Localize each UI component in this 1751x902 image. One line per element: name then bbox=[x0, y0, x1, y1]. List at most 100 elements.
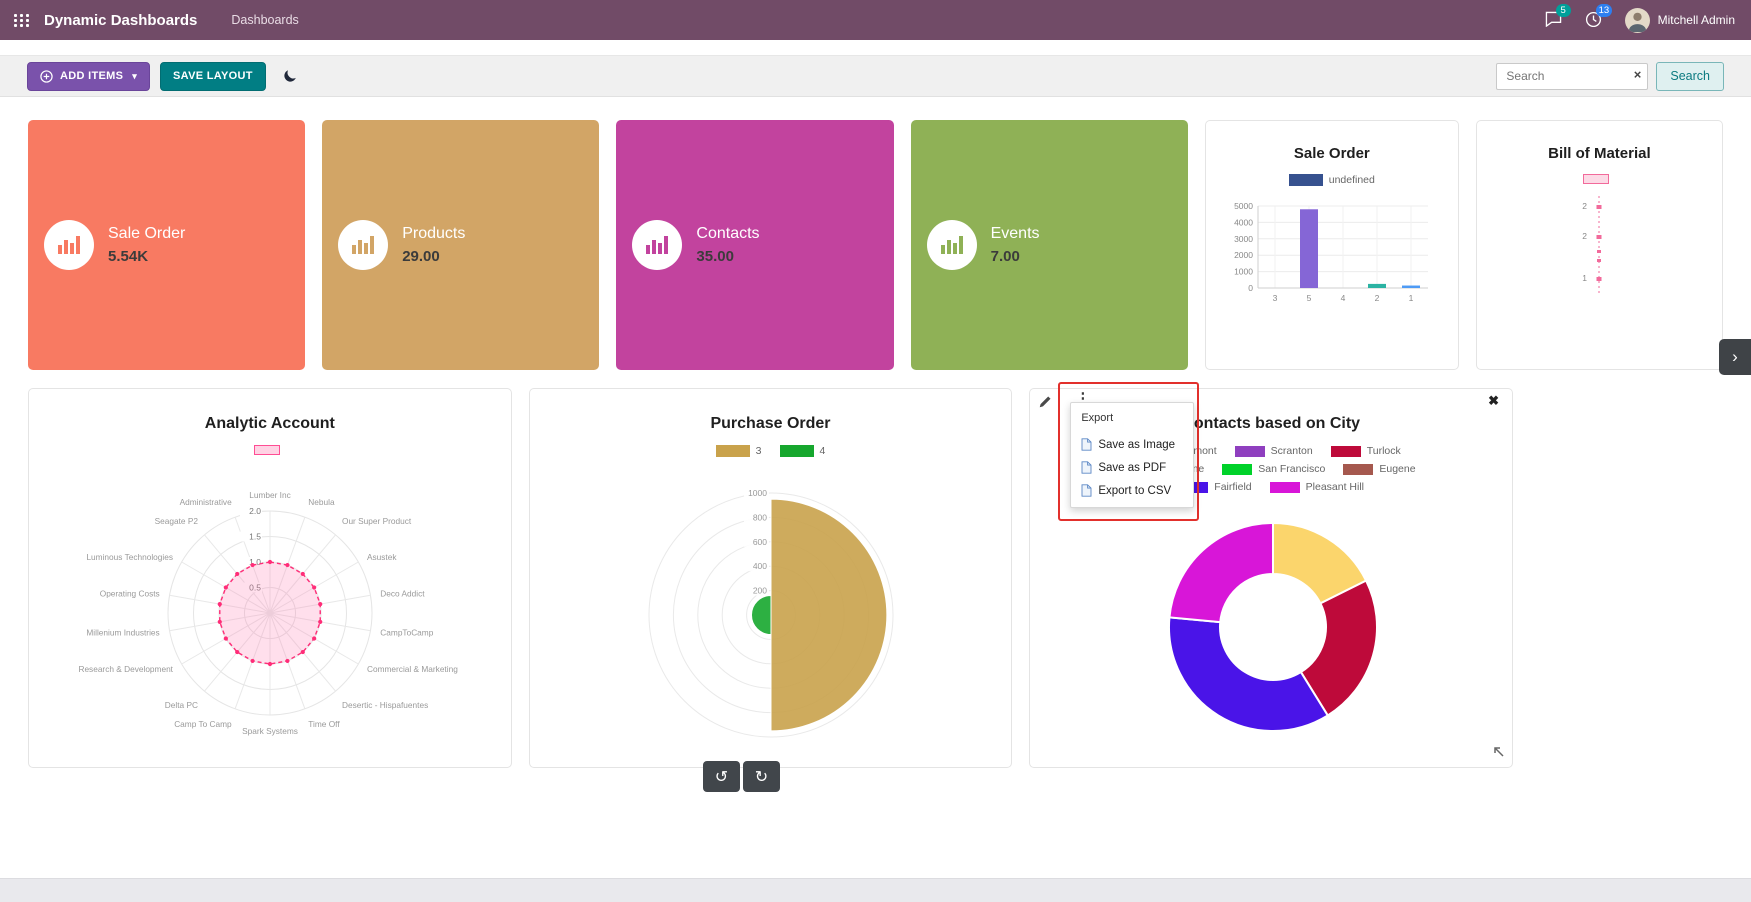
edit-block-button[interactable] bbox=[1039, 395, 1052, 412]
menu-item-label: Save as PDF bbox=[1098, 461, 1167, 474]
tile-value: 7.00 bbox=[990, 248, 1020, 265]
export-menu-title: Export bbox=[1081, 412, 1114, 424]
legend-swatch bbox=[779, 445, 814, 457]
svg-text:600: 600 bbox=[752, 537, 766, 547]
contacts-city-chart-card: ⋮ ✖ Export Save as Image Save as PDF Ex bbox=[1029, 382, 1514, 768]
svg-text:1: 1 bbox=[1408, 293, 1413, 303]
legend-item[interactable]: undefined bbox=[1288, 174, 1375, 186]
svg-text:Research & Development: Research & Development bbox=[78, 664, 173, 674]
legend-row bbox=[253, 445, 286, 455]
svg-text:3000: 3000 bbox=[1234, 234, 1253, 244]
legend-item[interactable]: Turlock bbox=[1330, 445, 1401, 457]
activities-badge: 13 bbox=[1595, 4, 1613, 17]
tile-value: 29.00 bbox=[402, 248, 440, 265]
svg-text:Nebula: Nebula bbox=[308, 497, 335, 507]
chevron-right-icon: › bbox=[1732, 347, 1738, 366]
svg-text:Asustek: Asustek bbox=[367, 552, 397, 562]
activities-button[interactable]: 13 bbox=[1585, 4, 1613, 29]
svg-text:400: 400 bbox=[752, 561, 766, 571]
svg-text:5: 5 bbox=[1306, 293, 1311, 303]
svg-text:2: 2 bbox=[1583, 231, 1588, 241]
chart-title: Analytic Account bbox=[204, 415, 335, 432]
svg-text:Millenium Industries: Millenium Industries bbox=[86, 627, 159, 637]
clear-search-icon[interactable]: × bbox=[1633, 66, 1642, 82]
chart-title: Sale Order bbox=[1293, 145, 1370, 162]
legend-swatch bbox=[1583, 174, 1610, 184]
tile-sale-order[interactable]: Sale Order 5.54K bbox=[28, 120, 306, 370]
close-block-button[interactable]: ✖ bbox=[1488, 393, 1500, 408]
legend-item[interactable]: 4 bbox=[779, 445, 826, 457]
legend-row bbox=[1583, 174, 1615, 184]
search-input[interactable] bbox=[1496, 62, 1649, 90]
messages-button[interactable]: 5 bbox=[1545, 4, 1571, 29]
legend-label: undefined bbox=[1328, 174, 1375, 186]
resize-handle[interactable] bbox=[1491, 744, 1506, 763]
menu-dashboards[interactable]: Dashboards bbox=[231, 13, 299, 27]
circle-plus-icon bbox=[40, 69, 53, 83]
bar-chart-icon bbox=[632, 220, 683, 270]
tile-text: Sale Order 5.54K bbox=[108, 225, 185, 265]
legend-item[interactable]: Eugene bbox=[1343, 463, 1416, 475]
tile-contacts[interactable]: Contacts 35.00 bbox=[616, 120, 894, 370]
legend-item[interactable]: 3 bbox=[715, 445, 762, 457]
legend-swatch bbox=[1222, 463, 1253, 475]
svg-text:Lumber Inc: Lumber Inc bbox=[249, 490, 291, 500]
svg-text:800: 800 bbox=[752, 512, 766, 522]
undo-icon: ↺ bbox=[714, 768, 729, 786]
add-items-button[interactable]: ADD ITEMS ▾ bbox=[27, 61, 151, 91]
legend-item[interactable]: Pleasant Hill bbox=[1269, 481, 1365, 493]
tile-title: Sale Order bbox=[108, 225, 186, 242]
contacts-city-doughnut-chart bbox=[1168, 521, 1379, 732]
user-menu[interactable]: Mitchell Admin bbox=[1624, 7, 1735, 33]
charts-row: Analytic Account Lumber Inc Nebula Our Sup… bbox=[28, 382, 1514, 768]
kpi-row: Sale Order 5.54K Products 29.00 Contacts… bbox=[28, 120, 1724, 370]
legend-label: Turlock bbox=[1366, 445, 1401, 457]
chart-legend bbox=[253, 445, 286, 455]
tile-events[interactable]: Events 7.00 bbox=[910, 120, 1188, 370]
apps-grid-icon[interactable] bbox=[14, 13, 30, 27]
sidebar-toggle-tab[interactable]: › bbox=[1719, 339, 1751, 375]
avatar bbox=[1624, 7, 1650, 33]
redo-button[interactable]: ↻ bbox=[743, 761, 780, 792]
svg-text:2: 2 bbox=[1374, 293, 1379, 303]
save-layout-button[interactable]: SAVE LAYOUT bbox=[160, 61, 266, 91]
user-name: Mitchell Admin bbox=[1657, 13, 1735, 27]
svg-text:200: 200 bbox=[752, 586, 766, 596]
legend-item[interactable]: San Francisco bbox=[1222, 463, 1325, 475]
analytic-account-chart-card: Analytic Account Lumber Inc Nebula Our Sup… bbox=[28, 388, 512, 768]
legend-swatch bbox=[715, 445, 750, 457]
legend-item[interactable] bbox=[1583, 174, 1615, 184]
tile-text: Contacts 35.00 bbox=[696, 225, 759, 265]
history-controls: ↺ ↻ bbox=[703, 761, 780, 792]
menu-item-save-as-image[interactable]: Save as Image bbox=[1071, 433, 1193, 456]
search-button[interactable]: Search bbox=[1656, 61, 1724, 91]
undo-button[interactable]: ↺ bbox=[703, 761, 740, 792]
tile-value: 5.54K bbox=[108, 248, 149, 265]
legend-item[interactable]: Scranton bbox=[1234, 445, 1313, 457]
svg-text:Luminous Technologies: Luminous Technologies bbox=[86, 552, 173, 562]
menu-item-export-to-csv[interactable]: Export to CSV bbox=[1071, 479, 1193, 502]
svg-text:Time Off: Time Off bbox=[308, 719, 340, 729]
top-bar-right: 5 13 Mitchell Admin bbox=[1545, 4, 1735, 33]
svg-text:4000: 4000 bbox=[1234, 217, 1253, 227]
svg-text:Spark Systems: Spark Systems bbox=[242, 726, 298, 736]
legend-item[interactable] bbox=[253, 445, 286, 455]
tile-products[interactable]: Products 29.00 bbox=[322, 120, 600, 370]
chart-title: Contacts based on City bbox=[1182, 415, 1361, 432]
legend-label: Eugene bbox=[1379, 463, 1416, 475]
dark-mode-toggle[interactable] bbox=[282, 68, 298, 84]
menu-item-save-as-pdf[interactable]: Save as PDF bbox=[1071, 456, 1193, 479]
bar-chart-icon bbox=[926, 220, 977, 270]
legend-row: undefined bbox=[1288, 174, 1375, 186]
footer-strip bbox=[0, 878, 1751, 902]
sale-order-chart-card: Sale Order undefined 0 1000 2000 3000 4000 50… bbox=[1204, 120, 1459, 370]
svg-text:Seagate P2: Seagate P2 bbox=[154, 516, 198, 526]
legend-swatch bbox=[253, 445, 280, 455]
image-file-icon bbox=[1081, 438, 1092, 451]
legend-swatch bbox=[1269, 481, 1300, 493]
legend-label: 4 bbox=[819, 445, 826, 457]
legend-label: Pleasant Hill bbox=[1305, 481, 1365, 493]
legend-label: 3 bbox=[755, 445, 762, 457]
legend-row: Fremont Scranton Turlock bbox=[1141, 445, 1401, 457]
